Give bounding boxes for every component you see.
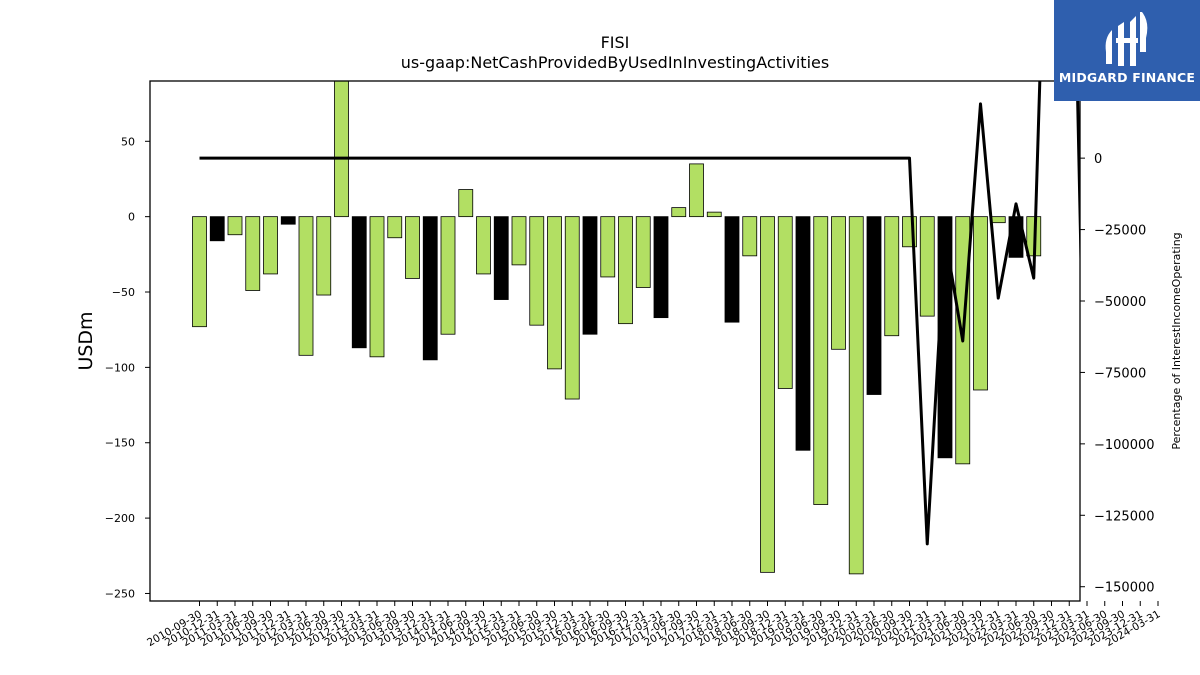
series-line [199, 81, 1080, 546]
bar [689, 163, 704, 218]
bar [245, 216, 261, 291]
y-tick-label: 50 [121, 135, 135, 148]
bar [618, 216, 633, 325]
line-series [199, 81, 1080, 546]
bar [422, 216, 438, 361]
bar [316, 216, 332, 296]
bar [866, 216, 882, 395]
y2-tick-label: −50000 [1094, 295, 1146, 310]
bar [795, 216, 811, 451]
y2-axis: 0 −25000 −50000 −75000 −100000 −125000 −150000 [1080, 152, 1155, 596]
bar [334, 81, 349, 218]
bar [369, 216, 385, 358]
bar [280, 216, 296, 225]
bar [724, 216, 740, 323]
bar [760, 216, 775, 573]
bar [600, 216, 616, 278]
bar [564, 216, 580, 400]
x-axis: 2010-09-302010-12-312011-03-312011-06-30… [145, 601, 1163, 649]
bar [511, 216, 527, 266]
bar [742, 216, 758, 257]
y2-axis-label: Percentage of InterestIncomeOperating [1170, 232, 1183, 449]
chart-subtitle: us-gaap:NetCashProvidedByUsedInInvesting… [401, 53, 829, 72]
bar [458, 189, 474, 218]
bar [351, 216, 367, 349]
y2-tick-label: −125000 [1094, 509, 1155, 524]
bar [706, 211, 722, 218]
bar [192, 216, 207, 328]
y-tick-label: −100 [105, 361, 135, 374]
bar [635, 216, 651, 288]
y2-tick-label: −75000 [1094, 366, 1146, 381]
bar [529, 216, 545, 326]
y2-tick-label: 0 [1094, 152, 1102, 167]
y-tick-label: 0 [128, 211, 135, 224]
bar [263, 216, 278, 275]
y-axis: 50 0 −50 −100 −150 −200 −250 [105, 135, 150, 600]
y2-tick-label: −150000 [1094, 581, 1155, 596]
bar [990, 216, 1006, 224]
bar [777, 216, 793, 389]
bar [493, 216, 509, 300]
y2-tick-label: −100000 [1094, 438, 1155, 453]
bar [848, 216, 864, 575]
bar [831, 216, 846, 350]
y-axis-label: USDm [75, 311, 97, 370]
y-tick-label: −150 [105, 437, 135, 450]
bar [582, 216, 598, 335]
bar [405, 216, 420, 279]
y2-tick-label: −25000 [1094, 224, 1146, 239]
bar [671, 207, 687, 218]
plot-frame [149, 80, 1081, 602]
bar [653, 216, 669, 319]
bar [547, 216, 562, 370]
bar [209, 216, 225, 242]
bar [440, 216, 456, 335]
bar [973, 216, 988, 391]
brand-logo: MIDGARD FINANCE [1054, 0, 1200, 101]
bar [813, 216, 829, 505]
chart-title: FISI [601, 33, 630, 52]
bar [884, 216, 900, 337]
bar [298, 216, 314, 356]
bar [919, 216, 935, 317]
y-tick-label: −250 [105, 587, 135, 600]
y-tick-label: −200 [105, 512, 135, 525]
bar-series [192, 81, 1042, 575]
logo-mark-icon [1105, 12, 1148, 66]
bar [476, 216, 491, 275]
brand-name: MIDGARD FINANCE [1058, 70, 1196, 85]
bar [227, 216, 243, 236]
bar [387, 216, 403, 239]
y-tick-label: −50 [112, 286, 135, 299]
